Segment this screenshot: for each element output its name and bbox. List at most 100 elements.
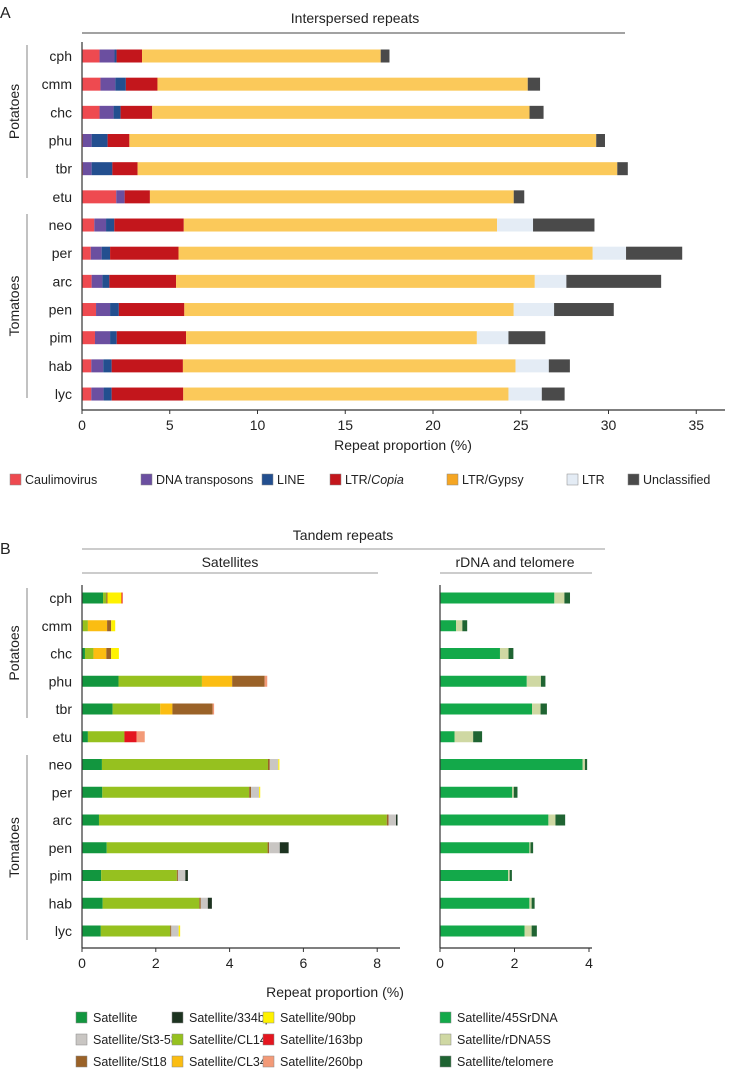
legend-label: LTR/Gypsy bbox=[462, 473, 524, 487]
bar-segment-rdna-neo-satellite-telomere bbox=[584, 759, 588, 770]
bar-segment-sat-phu-satellite-cl14 bbox=[118, 675, 202, 687]
row-label-b: hab bbox=[49, 895, 73, 911]
x-tick-label-a: 5 bbox=[166, 417, 174, 433]
bar-segment-sat-phu-satellite bbox=[82, 675, 119, 687]
bar-segment-a-etu-ltr-copia bbox=[124, 190, 150, 204]
bar-segment-sat-neo-satellite-st18 bbox=[267, 759, 270, 770]
bar-segment-a-neo-caulimovirus bbox=[82, 218, 95, 232]
bar-segment-a-pen-unclassified bbox=[554, 303, 614, 317]
bar-segment-sat-cph-satellite-90bp bbox=[107, 592, 122, 604]
x-tick-label-sat: 2 bbox=[152, 955, 160, 971]
bar-segment-sat-cmm-satellite-90bp bbox=[111, 620, 116, 632]
bar-segment-a-pim-caulimovirus bbox=[82, 331, 95, 345]
x-axis-title-b: Repeat proportion (%) bbox=[266, 984, 404, 1000]
bar-segment-sat-arc-satellite-334bp bbox=[396, 814, 398, 826]
bar-segment-sat-chc-satellite-cl34 bbox=[93, 648, 107, 659]
bar-segment-rdna-tbr-satellite-rdna5s bbox=[532, 703, 541, 715]
bar-segment-rdna-cmm-satellite-telomere bbox=[462, 620, 468, 632]
bar-segment-sat-hab-satellite bbox=[82, 897, 103, 909]
bar-segment-sat-pen-satellite-cl14 bbox=[106, 842, 268, 854]
bar-segment-a-cph-line bbox=[114, 49, 117, 63]
bar-segment-a-pen-ltr bbox=[513, 303, 555, 317]
bar-segment-a-chc-dna-transposons bbox=[99, 105, 114, 119]
bar-segment-a-lyc-caulimovirus bbox=[82, 387, 92, 401]
bar-segment-a-lyc-unclassified bbox=[541, 387, 565, 401]
bar-segment-a-etu-unclassified bbox=[513, 190, 525, 204]
bar-segment-a-per-ltr bbox=[592, 246, 627, 260]
bar-segment-a-pen-caulimovirus bbox=[82, 303, 97, 317]
bar-segment-rdna-pim-satellite-45srdna bbox=[440, 870, 509, 881]
legend-swatch-b bbox=[262, 1033, 275, 1046]
bar-segment-rdna-hab-satellite-telomere bbox=[531, 897, 535, 909]
bar-segment-sat-chc-satellite-st18 bbox=[106, 648, 112, 659]
row-label-a: tbr bbox=[56, 161, 73, 177]
legend-label-b: Satellite/CL34 bbox=[189, 1055, 267, 1069]
bar-segment-a-lyc-dna-transposons bbox=[91, 387, 104, 401]
legend-label-italic: Copia bbox=[371, 473, 404, 487]
bar-segment-sat-tbr-satellite-st18 bbox=[172, 703, 213, 715]
bar-segment-a-cph-ltr-gypsy bbox=[142, 49, 381, 63]
bar-segment-a-pen-ltr-gypsy bbox=[184, 303, 514, 317]
bar-segment-sat-pim-satellite-st18 bbox=[176, 870, 178, 881]
legend-swatch-b bbox=[75, 1011, 88, 1024]
bar-segment-a-tbr-unclassified bbox=[617, 162, 628, 176]
bar-segment-sat-cph-satellite-163bp bbox=[121, 592, 123, 604]
bar-segment-sat-neo-satellite-90bp bbox=[278, 759, 280, 770]
row-label-b: pim bbox=[49, 868, 72, 884]
bar-segment-a-neo-dna-transposons bbox=[94, 218, 107, 232]
bar-segment-a-phu-dna-transposons bbox=[82, 134, 92, 148]
bar-segment-a-cmm-ltr-gypsy bbox=[157, 77, 528, 91]
bar-segment-a-hab-ltr bbox=[515, 359, 549, 373]
bar-segment-rdna-neo-satellite-45srdna bbox=[440, 759, 583, 770]
row-label-a: cph bbox=[49, 48, 72, 64]
row-label-b: cmm bbox=[42, 618, 72, 634]
bar-segment-a-hab-unclassified bbox=[548, 359, 570, 373]
bar-segment-a-tbr-ltr-copia bbox=[112, 162, 138, 176]
legend-swatch bbox=[261, 473, 274, 486]
bar-segment-a-per-ltr-copia bbox=[110, 246, 179, 260]
legend-swatch bbox=[627, 473, 640, 486]
bar-segment-a-cph-caulimovirus bbox=[82, 49, 100, 63]
bar-segment-a-lyc-ltr-gypsy bbox=[183, 387, 509, 401]
row-label-a: arc bbox=[53, 273, 72, 289]
bar-segment-a-chc-ltr-gypsy bbox=[152, 105, 530, 119]
legend-label-part: LTR/ bbox=[345, 473, 372, 487]
bar-segment-sat-pen-satellite-st3-58 bbox=[269, 842, 280, 854]
bar-segment-sat-pen-satellite-st18 bbox=[267, 842, 270, 854]
bar-segment-rdna-chc-satellite-telomere bbox=[508, 648, 514, 659]
group-label-potatoes-b: Potatoes bbox=[6, 625, 22, 680]
legend-label-b: Satellite/260bp bbox=[280, 1055, 363, 1069]
legend-swatch-b bbox=[75, 1055, 88, 1068]
bar-segment-sat-pim-satellite bbox=[82, 870, 102, 881]
row-label-b: arc bbox=[53, 812, 72, 828]
bar-segment-sat-arc-satellite-st18 bbox=[386, 814, 389, 826]
bar-segment-a-pen-line bbox=[110, 303, 119, 317]
bar-segment-sat-hab-satellite-st3-58 bbox=[200, 897, 208, 909]
bar-segment-a-cmm-line bbox=[115, 77, 126, 91]
bar-segment-a-tbr-line bbox=[91, 162, 113, 176]
bar-segment-a-cmm-dna-transposons bbox=[100, 77, 116, 91]
bar-segment-sat-cmm-satellite-st18 bbox=[107, 620, 112, 632]
legend-swatch bbox=[9, 473, 22, 486]
bar-segment-a-hab-line bbox=[103, 359, 112, 373]
group-label-potatoes-a: Potatoes bbox=[6, 84, 22, 139]
row-label-b: pen bbox=[49, 840, 72, 856]
bar-segment-a-hab-caulimovirus bbox=[82, 359, 92, 373]
bar-segment-rdna-hab-satellite-rdna5s bbox=[529, 897, 532, 909]
bar-segment-sat-lyc-satellite-st18 bbox=[170, 925, 172, 937]
bar-segment-a-neo-ltr bbox=[497, 218, 534, 232]
bar-segment-a-phu-ltr-gypsy bbox=[129, 134, 597, 148]
legend-swatch-b bbox=[262, 1011, 275, 1024]
bar-segment-sat-neo-satellite-cl14 bbox=[101, 759, 268, 770]
legend-label-b: Satellite/334bp bbox=[189, 1011, 272, 1025]
bar-segment-rdna-per-satellite-rdna5s bbox=[512, 786, 514, 798]
legend-swatch-b bbox=[171, 1033, 184, 1046]
bar-segment-a-pen-ltr-copia bbox=[118, 303, 185, 317]
bar-segment-rdna-chc-satellite-rdna5s bbox=[499, 648, 509, 659]
legend-label-b: Satellite/St3-58 bbox=[93, 1033, 178, 1047]
bar-segment-sat-arc-satellite-st3-58 bbox=[388, 814, 397, 826]
x-tick-label-rdna: 4 bbox=[585, 955, 593, 971]
bar-segment-a-pim-ltr bbox=[476, 331, 509, 345]
bar-segment-rdna-cmm-satellite-rdna5s bbox=[456, 620, 463, 632]
legend-label-b: Satellite/rDNA5S bbox=[457, 1033, 551, 1047]
